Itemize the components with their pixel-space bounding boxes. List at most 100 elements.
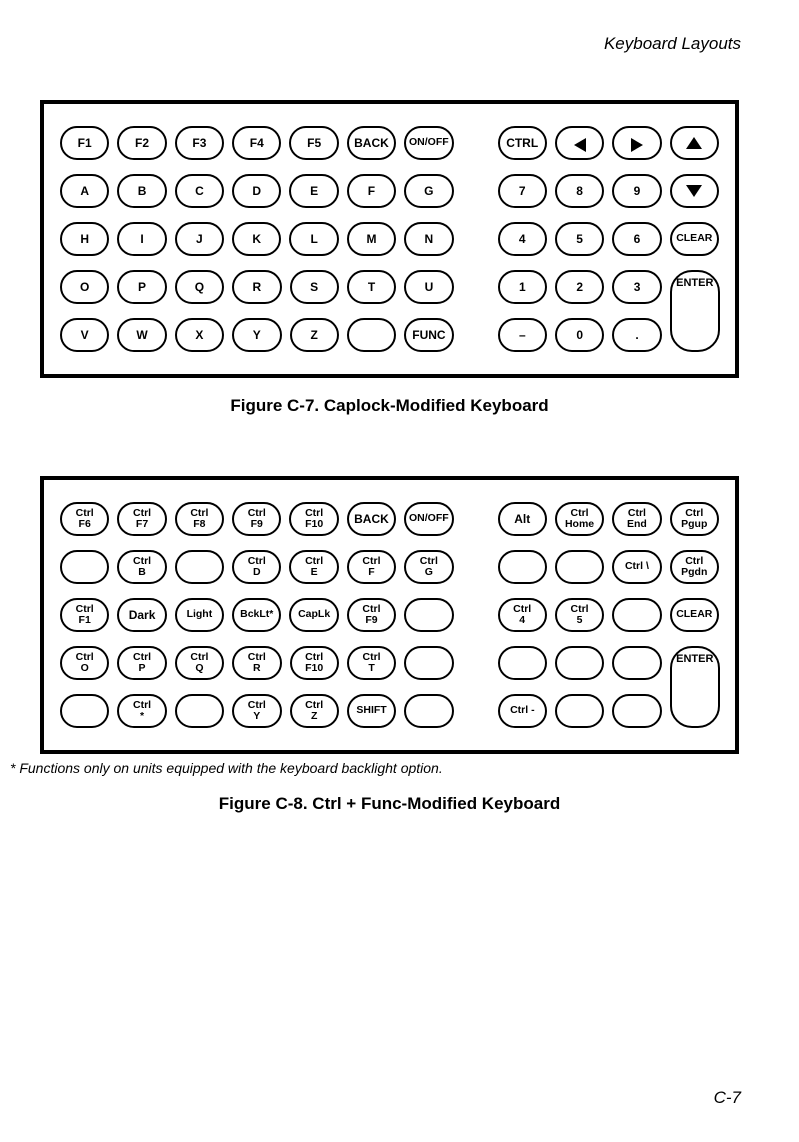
kb2-key-4-2 — [175, 694, 224, 728]
kb1-key-1-2: C — [175, 174, 224, 208]
kb1-key-4-3: Y — [232, 318, 281, 352]
kb1-row-4: VWXYZFUNC–0. — [60, 318, 719, 352]
kb2-key-0-10: CtrlEnd — [612, 502, 661, 536]
arrow-left-icon — [555, 126, 604, 160]
kb1-key-1-9: 8 — [555, 174, 604, 208]
kb1-row-3: OPQRSTU123ENTER — [60, 270, 719, 304]
kb2-key-2-6 — [404, 598, 453, 632]
kb2-key-0-2: CtrlF8 — [175, 502, 224, 536]
kb2-key-0-8: Alt — [498, 502, 547, 536]
backlight-footnote: * Functions only on units equipped with … — [10, 760, 739, 776]
kb1-key-2-9: 5 — [555, 222, 604, 256]
kb2-key-1-2 — [175, 550, 224, 584]
kb1-key-3-1: P — [117, 270, 166, 304]
kb1-key-2-2: J — [175, 222, 224, 256]
kb2-key-4-0 — [60, 694, 109, 728]
kb1-key-2-11: CLEAR — [670, 222, 719, 256]
kb2-key-2-8: Ctrl4 — [498, 598, 547, 632]
kb1-key-2-1: I — [117, 222, 166, 256]
kb1-key-2-5: M — [347, 222, 396, 256]
page-number: C-7 — [714, 1088, 741, 1108]
page-header: Keyboard Layouts — [604, 34, 741, 54]
kb2-key-0-4: CtrlF10 — [289, 502, 338, 536]
kb1-key-4-4: Z — [290, 318, 339, 352]
kb1-key-1-8: 7 — [498, 174, 547, 208]
kb1-key-4-0: V — [60, 318, 109, 352]
kb1-key-3-0: O — [60, 270, 109, 304]
kb2-row-2: CtrlF1DarkLightBckLt*CapLkCtrlF9Ctrl4Ctr… — [60, 598, 719, 632]
column-gap — [462, 646, 490, 680]
column-gap — [462, 174, 490, 208]
kb2-key-1-4: CtrlE — [289, 550, 338, 584]
kb1-key-0-0: F1 — [60, 126, 109, 160]
kb1-row-2: HIJKLMN456CLEAR — [60, 222, 719, 256]
kb2-key-0-11: CtrlPgup — [670, 502, 719, 536]
kb2-row-0: CtrlF6CtrlF7CtrlF8CtrlF9CtrlF10BACKON/OF… — [60, 502, 719, 536]
kb1-key-0-3: F4 — [232, 126, 281, 160]
kb1-row-1: ABCDEFG789 — [60, 174, 719, 208]
kb1-key-1-10: 9 — [612, 174, 661, 208]
kb2-key-4-1: Ctrl* — [117, 694, 166, 728]
kb2-key-4-4: CtrlZ — [290, 694, 339, 728]
kb1-key-0-8: CTRL — [498, 126, 547, 160]
kb1-key-0-1: F2 — [117, 126, 166, 160]
figure-c8-caption: Figure C-8. Ctrl + Func-Modified Keyboar… — [40, 794, 739, 814]
kb2-key-0-0: CtrlF6 — [60, 502, 109, 536]
kb1-key-0-6: ON/OFF — [404, 126, 453, 160]
kb2-key-3-0: CtrlO — [60, 646, 109, 680]
arrow-down-icon — [670, 174, 719, 208]
kb1-key-4-10: . — [612, 318, 661, 352]
kb2-key-2-9: Ctrl5 — [555, 598, 604, 632]
kb2-key-0-5: BACK — [347, 502, 396, 536]
kb2-key-3-8 — [498, 646, 547, 680]
kb1-key-2-8: 4 — [498, 222, 547, 256]
kb1-key-2-4: L — [289, 222, 338, 256]
kb1-key-1-3: D — [232, 174, 281, 208]
kb2-key-1-8 — [498, 550, 547, 584]
kb2-key-4-9 — [555, 694, 604, 728]
kb2-key-4-5: SHIFT — [347, 694, 396, 728]
kb1-key-2-0: H — [60, 222, 109, 256]
kb1-key-1-0: A — [60, 174, 109, 208]
kb2-key-0-6: ON/OFF — [404, 502, 453, 536]
figure-c7-caption: Figure C-7. Caplock-Modified Keyboard — [40, 396, 739, 416]
kb2-key-2-11: CLEAR — [670, 598, 719, 632]
kb2-key-3-5: CtrlT — [347, 646, 396, 680]
kb1-key-3-2: Q — [175, 270, 224, 304]
kb2-key-2-4: CapLk — [289, 598, 338, 632]
kb1-key-3-3: R — [232, 270, 281, 304]
kb2-key-3-9 — [555, 646, 604, 680]
kb1-key-3-8: 1 — [498, 270, 547, 304]
column-gap — [462, 126, 490, 160]
enter-key: ENTER — [670, 270, 720, 352]
kb1-key-1-5: F — [347, 174, 396, 208]
kb2-key-0-9: CtrlHome — [555, 502, 604, 536]
kb2-key-2-2: Light — [175, 598, 224, 632]
kb2-key-2-3: BckLt* — [232, 598, 281, 632]
kb1-key-1-1: B — [117, 174, 166, 208]
kb2-key-0-1: CtrlF7 — [117, 502, 166, 536]
column-gap — [462, 694, 490, 728]
kb2-key-3-1: CtrlP — [117, 646, 166, 680]
kb1-key-0-5: BACK — [347, 126, 396, 160]
kb1-key-2-10: 6 — [612, 222, 661, 256]
kb2-key-4-6 — [404, 694, 453, 728]
column-gap — [462, 550, 490, 584]
kb1-key-4-1: W — [117, 318, 166, 352]
kb1-key-2-6: N — [404, 222, 453, 256]
kb2-key-3-3: CtrlR — [232, 646, 281, 680]
kb2-key-1-11: CtrlPgdn — [670, 550, 719, 584]
kb2-key-1-9 — [555, 550, 604, 584]
kb2-key-1-10: Ctrl \ — [612, 550, 661, 584]
kb1-key-3-9: 2 — [555, 270, 604, 304]
kb1-key-0-4: F5 — [289, 126, 338, 160]
kb1-key-3-4: S — [290, 270, 339, 304]
kb2-row-4: Ctrl*CtrlYCtrlZSHIFTCtrl - — [60, 694, 719, 728]
kb2-key-3-4: CtrlF10 — [290, 646, 339, 680]
kb2-key-3-6 — [404, 646, 453, 680]
kb2-key-2-5: CtrlF9 — [347, 598, 396, 632]
kb2-key-4-10 — [612, 694, 661, 728]
kb1-key-3-6: U — [404, 270, 453, 304]
kb2-row-3: CtrlOCtrlPCtrlQCtrlRCtrlF10CtrlTENTER — [60, 646, 719, 680]
column-gap — [462, 222, 490, 256]
